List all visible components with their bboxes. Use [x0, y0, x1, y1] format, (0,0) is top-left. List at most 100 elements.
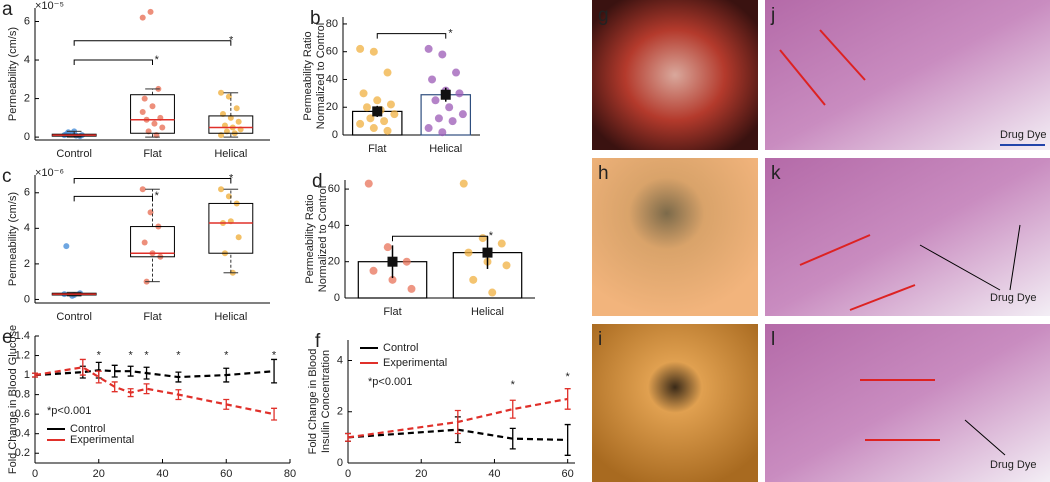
x-tick-label: Flat [368, 143, 386, 155]
data-point [141, 95, 148, 102]
data-point [488, 288, 497, 297]
error-bar [175, 389, 182, 401]
y-tick-label: 6 [24, 15, 30, 27]
y-axis-label: Insulin Concentration [320, 350, 332, 453]
y-tick-label: 0.6 [15, 408, 30, 420]
error-bar [143, 383, 150, 395]
error-bar [111, 364, 118, 378]
data-point [151, 120, 158, 127]
significance-bracket [73, 195, 153, 202]
data-point [369, 124, 378, 133]
data-point [373, 96, 382, 105]
y-tick-label: 6 [24, 187, 30, 199]
y-tick-label: 4 [337, 354, 343, 366]
data-point [359, 89, 368, 98]
error-bar [127, 365, 134, 377]
panel-letter: d [312, 171, 323, 192]
note: *p<0.001 [47, 405, 91, 417]
significance-bracket [73, 178, 232, 184]
significance-bracket [392, 235, 488, 242]
histology-j [765, 0, 1050, 150]
legend-label: Experimental [70, 434, 134, 446]
x-tick-label: Helical [214, 148, 247, 160]
y-tick-label: 2 [337, 406, 343, 418]
panel-letter: h [598, 163, 609, 184]
data-point [438, 128, 447, 137]
y-tick-label: 60 [326, 46, 338, 58]
significance-bracket [73, 40, 232, 46]
data-point [458, 110, 467, 119]
data-point [218, 89, 225, 96]
panel-letter: k [771, 163, 781, 184]
data-point [407, 284, 416, 293]
error-bar [223, 367, 230, 383]
marker-line [779, 49, 826, 106]
y-tick-label: 1.4 [15, 330, 30, 342]
panel-letter: j [770, 5, 775, 26]
data-point [502, 261, 511, 270]
y-tick-label: 0.4 [15, 428, 30, 440]
significance-star: * [176, 349, 181, 361]
y-tick-label: 20 [326, 101, 338, 113]
data-point [380, 117, 389, 126]
pointer-line [964, 419, 1006, 456]
significance-star: * [224, 349, 229, 361]
data-point [464, 248, 473, 257]
data-point [139, 186, 146, 193]
y-tick-label: 0 [334, 292, 340, 304]
y-tick-label: 1.2 [15, 349, 30, 361]
x-tick-label: 20 [93, 468, 105, 480]
marker-line [799, 234, 871, 266]
y-axis-label: Fold Change in Blood Glucose [7, 325, 19, 474]
error-bar [111, 381, 118, 393]
significance-bracket [73, 59, 153, 66]
significance-star: * [229, 172, 234, 184]
y-axis-label: Permeability Ratio [302, 31, 314, 120]
significance-star: * [448, 28, 453, 40]
data-point [364, 179, 373, 188]
significance-star: * [144, 349, 149, 361]
data-point [141, 239, 148, 246]
data-point [445, 103, 454, 112]
data-point [388, 275, 397, 284]
marker-line [819, 29, 866, 81]
data-point [356, 44, 365, 53]
x-tick-label: Control [56, 148, 91, 160]
x-tick-label: Control [56, 311, 91, 323]
error-bar [223, 398, 230, 410]
panel-letter: a [2, 0, 13, 20]
data-point [235, 234, 242, 241]
panel-letter: b [310, 8, 321, 29]
y-tick-label: 0 [332, 129, 338, 141]
legend-label: Control [70, 423, 105, 435]
data-point [469, 275, 478, 284]
error-bar [271, 407, 278, 421]
y-tick-label: 80 [326, 18, 338, 30]
y-tick-label: 1 [24, 369, 30, 381]
significance-star: * [128, 349, 133, 361]
data-point [383, 126, 392, 135]
y-tick-label: 40 [326, 73, 338, 85]
x-tick-label: 40 [156, 468, 168, 480]
data-point [63, 243, 70, 250]
error-bar [509, 427, 516, 450]
box [130, 226, 175, 258]
significance-star: * [155, 54, 160, 66]
error-bar [271, 358, 278, 384]
panel-letter: c [2, 166, 12, 187]
error-bar [564, 388, 571, 410]
error-bar [143, 366, 150, 380]
box [130, 94, 175, 134]
data-point [147, 8, 154, 15]
photo-i [592, 324, 758, 482]
error-bar [127, 388, 134, 398]
note: *p<0.001 [368, 376, 412, 388]
data-point [390, 110, 399, 119]
data-point [459, 179, 468, 188]
data-point [402, 257, 411, 266]
data-point [452, 68, 461, 77]
y-axis-label: Normalized to Control [317, 186, 329, 292]
data-point [478, 234, 487, 243]
error-bar [175, 371, 182, 383]
y-tick-label: 4 [24, 54, 30, 66]
